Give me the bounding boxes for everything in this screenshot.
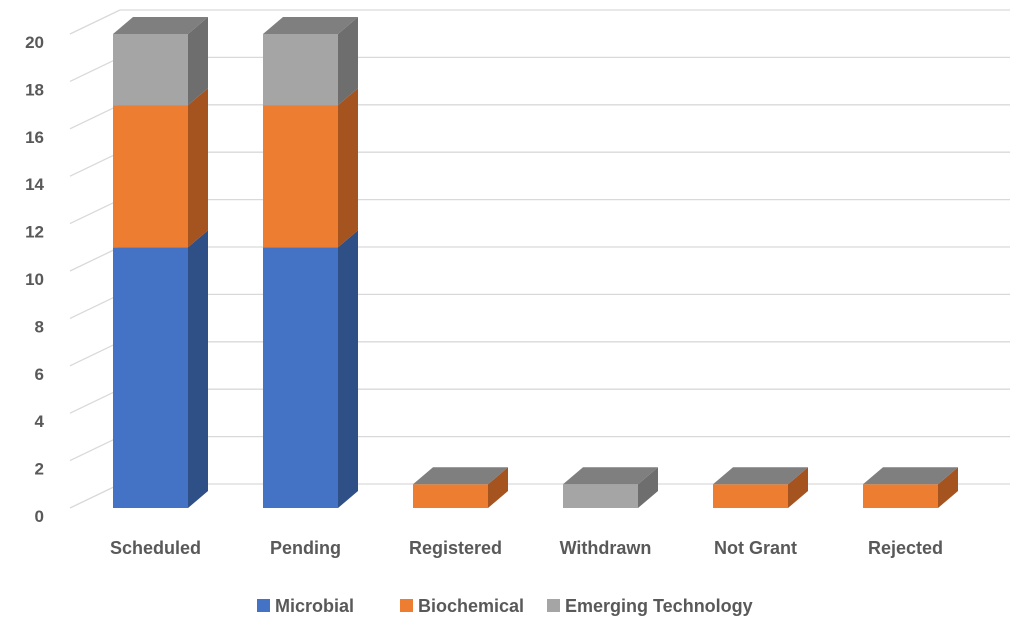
bar-side xyxy=(188,230,208,509)
bar-top xyxy=(113,17,208,34)
gridline-depth xyxy=(69,436,121,462)
bar-segment-emerging-technology xyxy=(113,17,208,106)
legend-swatch xyxy=(400,599,413,612)
legend-label: Biochemical xyxy=(418,596,524,616)
y-tick-label: 8 xyxy=(35,317,44,336)
y-axis-tick-labels: 0 2 4 6 8 10 12 14 16 18 20 xyxy=(25,33,44,526)
y-tick-label: 4 xyxy=(35,412,45,431)
gridline-depth xyxy=(69,341,121,367)
gridline-depth xyxy=(69,246,121,272)
legend-item: Microbial xyxy=(257,596,354,616)
gridlines xyxy=(69,9,1010,509)
category-labels: Scheduled Pending Registered Withdrawn Not G… xyxy=(110,538,943,558)
gridline-depth xyxy=(69,199,121,225)
bar-front xyxy=(113,34,188,106)
gridline-depth xyxy=(69,104,121,130)
bar-front xyxy=(263,34,338,106)
gridline-depth xyxy=(69,483,121,509)
legend-label: Microbial xyxy=(275,596,354,616)
gridline-depth xyxy=(69,293,121,319)
bar-segment-microbial xyxy=(263,230,358,509)
y-tick-label: 12 xyxy=(25,223,44,242)
gridline-depth xyxy=(69,388,121,414)
bar-side xyxy=(338,17,358,106)
bar-top xyxy=(713,467,808,485)
legend-swatch xyxy=(257,599,270,612)
bar-top xyxy=(413,467,508,485)
legend: Microbial Biochemical Emerging Technology xyxy=(257,596,753,616)
bar-front xyxy=(263,105,338,248)
bar-top xyxy=(563,467,658,485)
bar-front xyxy=(713,484,788,508)
bar-side xyxy=(338,88,358,248)
y-tick-label: 14 xyxy=(25,175,44,194)
legend-item: Biochemical xyxy=(400,596,524,616)
bar-front xyxy=(563,484,638,508)
category-label: Registered xyxy=(409,538,502,558)
y-tick-label: 6 xyxy=(35,365,44,384)
bar-segment-emerging-technology xyxy=(563,467,658,508)
bar-segment-biochemical xyxy=(263,88,358,248)
category-label: Withdrawn xyxy=(560,538,652,558)
gridline-depth xyxy=(69,9,121,35)
bar-front xyxy=(863,484,938,508)
bar-segment-biochemical xyxy=(113,88,208,248)
bar-front xyxy=(113,247,188,509)
bar-side xyxy=(638,467,658,508)
bar-side xyxy=(338,230,358,509)
category-label: Not Grant xyxy=(714,538,797,558)
y-tick-label: 2 xyxy=(35,460,44,479)
bar-side xyxy=(788,467,808,508)
bar-front xyxy=(113,105,188,248)
bar-side xyxy=(188,88,208,248)
gridline-depth xyxy=(69,56,121,82)
bar-front xyxy=(263,247,338,509)
gridline-depth xyxy=(69,151,121,177)
bar-segment-biochemical xyxy=(713,467,808,508)
bar-segment-biochemical xyxy=(863,467,958,508)
y-tick-label: 20 xyxy=(25,33,44,52)
y-tick-label: 10 xyxy=(25,270,44,289)
legend-item: Emerging Technology xyxy=(547,596,753,616)
y-tick-label: 18 xyxy=(25,80,44,99)
bar-side xyxy=(938,467,958,508)
legend-swatch xyxy=(547,599,560,612)
category-label: Rejected xyxy=(868,538,943,558)
bar-side xyxy=(188,17,208,106)
category-label: Scheduled xyxy=(110,538,201,558)
category-label: Pending xyxy=(270,538,341,558)
bar-segment-emerging-technology xyxy=(263,17,358,106)
bar-front xyxy=(413,484,488,508)
bars xyxy=(113,17,958,509)
y-tick-label: 0 xyxy=(35,507,44,526)
bar-top xyxy=(263,17,358,34)
bar-segment-biochemical xyxy=(413,467,508,508)
bar-segment-microbial xyxy=(113,230,208,509)
y-tick-label: 16 xyxy=(25,128,44,147)
bar-top xyxy=(863,467,958,485)
bar-side xyxy=(488,467,508,508)
legend-label: Emerging Technology xyxy=(565,596,753,616)
